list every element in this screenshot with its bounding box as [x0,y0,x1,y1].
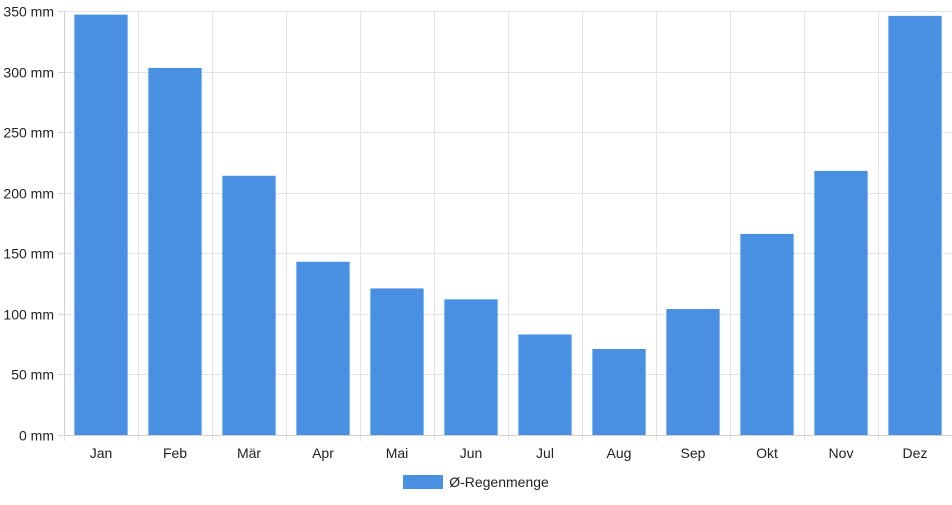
legend[interactable]: Ø-Regenmenge [0,471,952,493]
bar-Nov[interactable] [814,170,868,435]
x-tick-label: Jun [460,445,483,461]
x-tick-label: Apr [312,445,334,461]
bars [74,14,942,436]
bar-Dez[interactable] [888,15,942,436]
x-tick-label: Jan [90,445,113,461]
y-tick-label: 150 mm [3,246,54,262]
bar-Aug[interactable] [592,348,646,435]
y-tick-label: 0 mm [19,428,54,444]
x-tick-label: Feb [163,445,187,461]
bar-Jul[interactable] [518,334,572,435]
bar-Jun[interactable] [444,299,498,435]
bar-Jan[interactable] [74,14,128,436]
legend-swatch [403,475,444,489]
bar-Mär[interactable] [222,175,276,436]
grid [64,11,952,441]
y-tick-label: 50 mm [11,367,54,383]
x-tick-label: Jul [536,445,554,461]
x-tick-label: Aug [607,445,632,461]
bar-Sep[interactable] [666,309,720,435]
bar-Mai[interactable] [370,288,424,435]
axes [58,11,952,436]
y-tick-label: 300 mm [3,65,54,81]
x-tick-label: Mär [237,445,261,461]
y-tick-label: 250 mm [3,125,54,141]
bar-Apr[interactable] [296,261,350,435]
bar-Feb[interactable] [148,67,202,436]
x-tick-label: Okt [756,445,778,461]
x-tick-labels: Jan Feb Mär Apr Mai Jun Jul Aug Sep Okt Nov Dez [90,445,928,461]
x-tick-label: Sep [681,445,706,461]
legend-label-series: Ø-Regenmenge [449,474,549,490]
x-tick-label: Nov [829,445,854,461]
y-tick-label: 350 mm [3,4,54,20]
x-tick-label: Dez [903,445,928,461]
bar-Okt[interactable] [740,233,794,435]
y-tick-label: 200 mm [3,186,54,202]
y-tick-labels: 0 mm 50 mm 100 mm 150 mm 200 mm 250 mm 300 mm 3… [3,4,54,444]
y-tick-label: 100 mm [3,307,54,323]
x-tick-label: Mai [386,445,409,461]
